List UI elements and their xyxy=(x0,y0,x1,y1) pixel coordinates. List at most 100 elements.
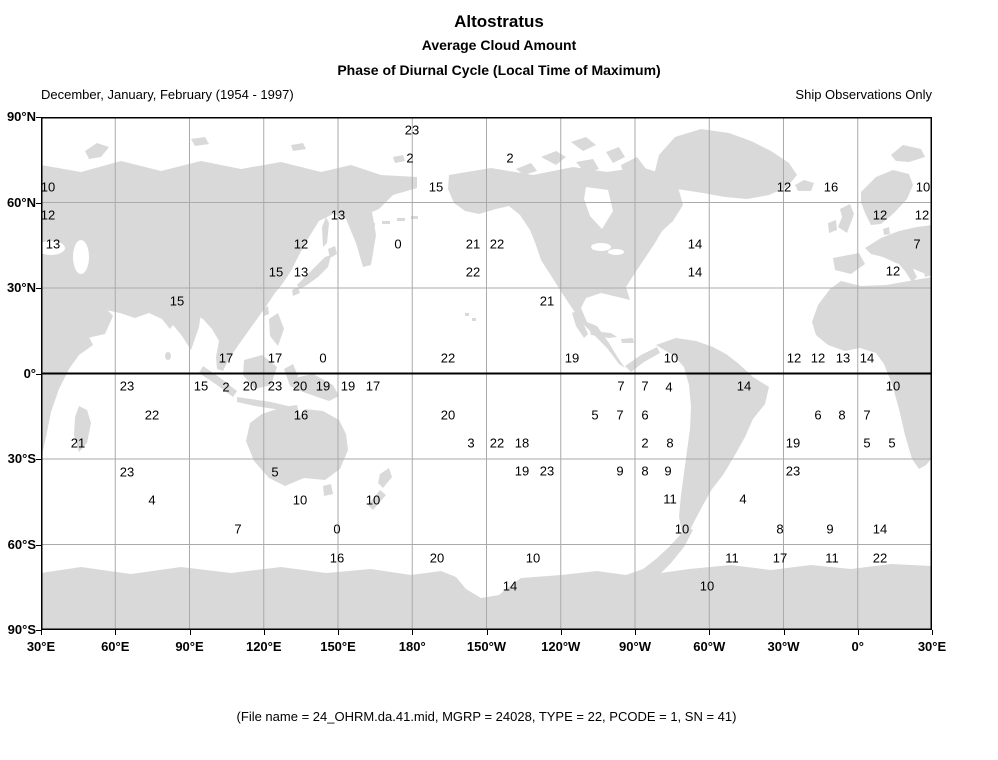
value-label: 4 xyxy=(148,492,156,508)
land-nz-south xyxy=(368,490,386,510)
lon-tick-mark xyxy=(338,630,339,635)
lon-tick-label: 120°E xyxy=(245,639,282,654)
land-arctic-island-1 xyxy=(541,151,566,165)
value-label: 23 xyxy=(119,464,135,480)
land-taiwan xyxy=(263,306,269,316)
value-label: 23 xyxy=(785,463,801,479)
value-label: 16 xyxy=(293,407,309,423)
lon-tick-label: 150°E xyxy=(320,639,356,654)
lon-tick-label: 180° xyxy=(398,639,426,654)
land-kyushu xyxy=(292,287,300,296)
subtitle-diurnal-cycle: Phase of Diurnal Cycle (Local Time of Ma… xyxy=(337,62,661,78)
value-label: 20 xyxy=(292,378,308,394)
period-label: December, January, February (1954 - 1997… xyxy=(41,87,294,102)
land-new-guinea xyxy=(289,374,339,401)
land-europe xyxy=(865,225,932,277)
water-caspian-sea xyxy=(73,240,89,274)
land-aleutian-4 xyxy=(397,218,405,221)
value-label: 12 xyxy=(914,207,930,223)
land-arctic-island-3 xyxy=(576,159,599,173)
value-label: 4 xyxy=(665,379,673,395)
land-ireland xyxy=(828,220,837,233)
value-label: 12 xyxy=(786,350,802,366)
value-label: 15 xyxy=(428,179,444,195)
land-new-siberian xyxy=(291,143,306,151)
file-caption: (File name = 24_OHRM.da.41.mid, MGRP = 2… xyxy=(236,709,737,724)
value-label: 10 xyxy=(663,350,679,366)
value-label: 12 xyxy=(872,207,888,223)
lat-tick-label: 60°N xyxy=(6,194,36,210)
value-label: 7 xyxy=(863,407,871,423)
value-label: 5 xyxy=(863,435,871,451)
lat-tick-label: 60°S xyxy=(7,536,36,552)
value-label: 23 xyxy=(119,378,135,394)
value-label: 14 xyxy=(502,578,518,594)
lat-tick-mark xyxy=(36,544,41,546)
value-label: 21 xyxy=(465,236,481,252)
land-italy xyxy=(899,259,917,282)
water-black-sea xyxy=(41,241,65,255)
land-north-america xyxy=(448,167,683,368)
page-title: Altostratus xyxy=(454,12,544,31)
water-great-lakes-2 xyxy=(608,249,624,255)
lon-tick-mark xyxy=(560,630,562,635)
land-java xyxy=(237,397,288,411)
value-label: 4 xyxy=(739,491,747,507)
land-svalbard xyxy=(891,145,925,162)
lat-tick-mark xyxy=(36,630,41,631)
value-label: 12 xyxy=(810,350,826,366)
lat-tick-mark xyxy=(36,288,41,289)
value-label: 10 xyxy=(292,492,308,508)
value-label: 10 xyxy=(525,550,541,566)
value-label: 22 xyxy=(872,550,888,566)
value-label: 12 xyxy=(776,179,792,195)
lon-tick-label: 60°E xyxy=(101,639,130,654)
water-great-lakes-1 xyxy=(591,243,611,251)
land-hawaii-1 xyxy=(465,313,469,316)
map-border xyxy=(41,117,932,630)
value-label: 11 xyxy=(825,550,839,566)
value-label: 22 xyxy=(440,350,456,366)
lat-tick-label: 90°S xyxy=(7,622,36,637)
lon-tick-mark xyxy=(635,630,636,635)
value-label: 17 xyxy=(365,378,381,394)
value-label: 8 xyxy=(776,521,784,537)
land-nz-north xyxy=(378,468,392,488)
lat-tick-label: 0° xyxy=(23,365,36,381)
value-label: 0 xyxy=(319,350,327,366)
land-iceland xyxy=(795,180,814,191)
lon-tick-label: 120°W xyxy=(541,639,581,654)
value-label: 14 xyxy=(687,236,703,252)
land-scandinavia xyxy=(861,170,913,225)
land-australia xyxy=(246,405,348,486)
value-label: 9 xyxy=(826,521,834,537)
value-label: 3 xyxy=(467,435,475,451)
value-label: 18 xyxy=(514,435,530,451)
ship-observations-label: Ship Observations Only xyxy=(795,87,932,102)
land-africa-west xyxy=(812,277,932,469)
value-label: 15 xyxy=(268,264,284,280)
land-central-america xyxy=(625,347,660,372)
value-label: 6 xyxy=(641,407,649,423)
land-hawaii-2 xyxy=(472,318,476,321)
land-india xyxy=(141,286,202,350)
value-label: 2 xyxy=(641,435,649,451)
value-label: 14 xyxy=(736,378,752,394)
lon-tick-label: 150°W xyxy=(466,639,507,654)
value-label: 22 xyxy=(144,407,160,423)
land-sri-lanka xyxy=(165,352,171,360)
land-sulawesi xyxy=(284,364,298,386)
value-label: 2 xyxy=(222,379,230,395)
value-labels-layer: 23 2 2 10 15 12 16 10 12 13 12 12 13 12 0 21 22 14 7 15 13 22… xyxy=(41,117,932,630)
header-row: December, January, February (1954 - 1997… xyxy=(41,87,932,103)
value-label: 0 xyxy=(333,521,341,537)
value-label: 14 xyxy=(687,264,703,280)
value-label: 11 xyxy=(725,550,739,566)
lon-tick-label: 0° xyxy=(851,639,864,654)
value-label: 5 xyxy=(591,407,599,423)
value-label: 14 xyxy=(872,521,888,537)
value-label: 22 xyxy=(465,264,481,280)
land-hokkaido xyxy=(328,246,337,258)
value-label: 9 xyxy=(616,463,624,479)
